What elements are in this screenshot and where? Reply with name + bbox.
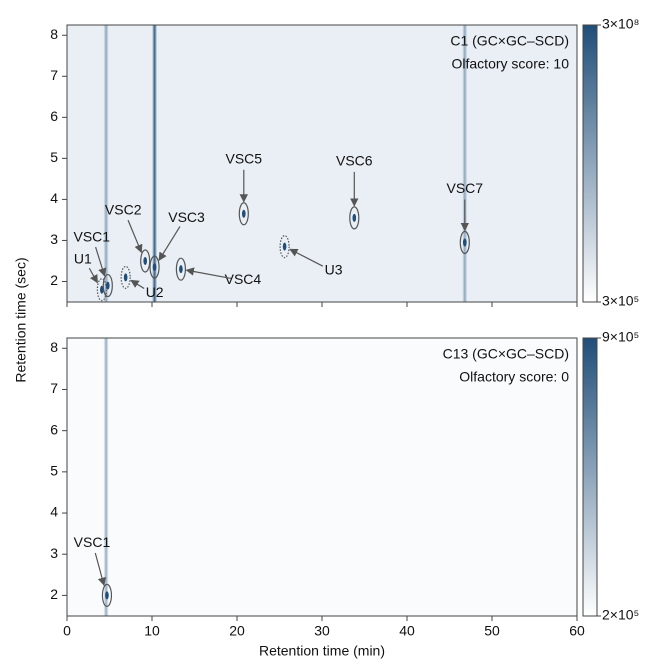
y-tick-label: 7 <box>50 380 58 396</box>
x-tick-label: 40 <box>399 623 415 639</box>
y-tick-label: 6 <box>50 108 58 124</box>
peak <box>352 213 357 222</box>
y-axis-label: Retention time (sec) <box>13 257 29 382</box>
annotation-label: VSC1 <box>74 534 111 550</box>
panel-title: C1 (GC×GC–SCD) <box>450 33 569 49</box>
peak-outline <box>149 255 160 279</box>
annotation-label: U1 <box>74 250 92 266</box>
peak-outline <box>238 202 249 226</box>
y-tick-label: 7 <box>50 67 58 83</box>
annotation-label: VSC3 <box>168 209 205 225</box>
peak-outline <box>279 235 290 259</box>
peak-outline <box>349 206 360 230</box>
y-tick-label: 8 <box>50 26 58 42</box>
x-tick-label: 20 <box>229 623 245 639</box>
peak-outline <box>140 249 151 273</box>
annotation-arrow <box>130 279 145 290</box>
annotation-arrow <box>95 246 107 277</box>
x-tick-label: 10 <box>144 623 160 639</box>
peak <box>463 238 467 247</box>
peak <box>123 273 128 282</box>
annotation-arrow <box>94 552 107 587</box>
x-tick-label: 60 <box>569 623 585 639</box>
y-tick-label: 6 <box>50 421 58 437</box>
panel-subtitle: Olfactory score: 0 <box>459 369 569 385</box>
y-tick-label: 4 <box>50 504 58 520</box>
annotation-arrow <box>88 267 98 284</box>
annotation-label: VSC5 <box>226 150 263 166</box>
y-tick-label: 5 <box>50 463 58 479</box>
peak <box>179 265 183 274</box>
x-tick-label: 30 <box>314 623 330 639</box>
annotation-label: VSC4 <box>225 271 262 287</box>
streak <box>103 25 109 302</box>
peak-outline <box>102 273 113 298</box>
colorbar-tick-label: 3×10⁵ <box>602 293 639 309</box>
streak <box>462 25 468 302</box>
x-tick-label: 50 <box>484 623 500 639</box>
annotation-label: U3 <box>325 261 343 277</box>
annotation-label: U2 <box>146 284 164 300</box>
annotation-label: VSC6 <box>336 153 373 169</box>
streak <box>152 25 158 302</box>
peak-outline <box>175 257 186 281</box>
annotation-label: VSC2 <box>105 202 142 218</box>
annotation-label: VSC7 <box>447 180 484 196</box>
annotation-arrow <box>158 226 181 261</box>
y-tick-label: 5 <box>50 149 58 165</box>
peak <box>242 209 246 218</box>
x-tick-label: 0 <box>63 623 71 639</box>
heatmap-background <box>67 338 577 616</box>
colorbar-tick-label: 2×10⁵ <box>602 607 639 623</box>
peak <box>143 256 147 265</box>
y-tick-label: 8 <box>50 339 58 355</box>
panel-subtitle: Olfactory score: 10 <box>452 56 570 72</box>
colorbar-tick-label: 9×10⁵ <box>602 329 639 345</box>
y-tick-label: 2 <box>50 272 58 288</box>
y-tick-label: 3 <box>50 545 58 561</box>
heatmap-background <box>67 25 577 302</box>
y-tick-label: 3 <box>50 231 58 247</box>
peak-outline <box>101 583 113 608</box>
colorbar <box>582 337 598 617</box>
streak <box>103 338 109 616</box>
annotation-arrow <box>185 267 232 280</box>
peak-outline <box>96 278 107 302</box>
annotation-label: VSC1 <box>74 228 111 244</box>
peak <box>100 285 104 294</box>
colorbar-tick-label: 3×10⁸ <box>602 16 640 32</box>
x-axis-label: Retention time (min) <box>259 643 385 659</box>
y-tick-label: 2 <box>50 586 58 602</box>
annotation-arrow <box>127 219 143 254</box>
peak <box>106 281 110 290</box>
colorbar <box>582 24 598 303</box>
peak <box>152 263 157 272</box>
peak <box>282 242 287 251</box>
peak-outline <box>459 230 470 255</box>
annotation-arrow <box>289 248 324 267</box>
peak-outline <box>120 265 131 289</box>
peak <box>105 591 109 600</box>
panel-title: C13 (GC×GC–SCD) <box>443 346 569 362</box>
y-tick-label: 4 <box>50 190 58 206</box>
